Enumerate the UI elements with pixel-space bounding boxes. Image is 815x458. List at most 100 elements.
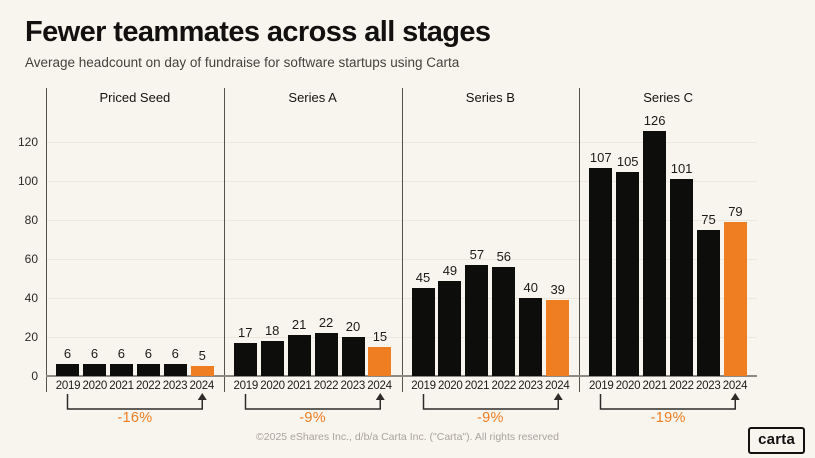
- bar-value-label: 101: [670, 161, 693, 177]
- decline-percent-label: -9%: [477, 410, 504, 426]
- year-label: 2023: [518, 380, 543, 392]
- panel-title: Priced Seed: [99, 90, 171, 105]
- bar: [56, 364, 79, 376]
- decline-percent-label: -19%: [650, 410, 686, 426]
- year-label: 2021: [109, 380, 134, 392]
- bar-slot: 6: [136, 346, 160, 376]
- year-label: 2022: [313, 380, 339, 392]
- bar-value-label: 56: [496, 249, 512, 265]
- bar: [616, 171, 640, 376]
- decline-percent-label: -16%: [117, 410, 153, 426]
- bar-slot: 6: [163, 346, 187, 376]
- bar-value-label: 20: [345, 319, 361, 335]
- bar-value-label: 6: [144, 346, 152, 362]
- bar-value-label: 15: [372, 328, 388, 344]
- decline-percent-label: -9%: [299, 410, 326, 426]
- carta-logo: carta: [748, 427, 805, 454]
- bar-slot: 17: [233, 325, 257, 376]
- panel-separator: [46, 88, 47, 392]
- chart-subtitle: Average headcount on day of fundraise fo…: [25, 55, 460, 70]
- year-label: 2020: [438, 380, 463, 392]
- panel-separator: [579, 88, 581, 392]
- year-label: 2024: [189, 380, 215, 392]
- year-label: 2019: [589, 380, 614, 392]
- bar: [723, 222, 747, 376]
- bar-slot: 18: [260, 323, 284, 376]
- year-label: 2019: [411, 380, 436, 392]
- bar-slot: 79: [723, 204, 747, 376]
- decline-bracket-arrow-icon: [600, 393, 740, 410]
- bar-value-label: 6: [90, 346, 99, 362]
- bar-value-label: 6: [117, 346, 125, 362]
- year-label: 2023: [696, 380, 721, 392]
- bar-slot: 5: [190, 348, 214, 376]
- y-axis-tick-label: 0: [31, 369, 38, 383]
- bar: [260, 340, 284, 376]
- panel-title: Series B: [465, 90, 515, 105]
- bar: [233, 342, 257, 376]
- bar-slot: 6: [82, 346, 106, 376]
- y-axis-tick-label: 100: [17, 174, 38, 189]
- year-label: 2022: [669, 380, 694, 392]
- bar-value-label: 5: [198, 348, 206, 364]
- bar-value-label: 39: [550, 282, 565, 298]
- decline-bracket-arrow-icon: [66, 393, 207, 410]
- bar-value-label: 57: [469, 247, 485, 263]
- bar: [697, 230, 720, 376]
- year-label: 2024: [722, 380, 748, 392]
- panel-year-labels: 2019 2020 2021 2022 2023 2024: [46, 380, 224, 392]
- bar-value-label: 107: [589, 149, 612, 165]
- bar-value-label: 6: [171, 346, 179, 362]
- bar-slot: 75: [697, 212, 720, 376]
- panel-title: Series C: [643, 90, 694, 105]
- bar-value-label: 6: [63, 346, 72, 362]
- bar-value-label: 22: [318, 315, 334, 331]
- year-label: 2020: [82, 380, 108, 392]
- bar-slot: 49: [438, 263, 462, 376]
- bar-slot: 45: [411, 270, 435, 376]
- year-label: 2020: [260, 380, 285, 392]
- bar-value-label: 45: [415, 270, 431, 286]
- bar-slot: 101: [670, 161, 694, 376]
- year-label: 2024: [545, 380, 570, 392]
- y-axis-tick-label: 80: [24, 213, 38, 228]
- panel-year-labels: 2019 2020 2021 2022 2023 2024: [224, 380, 402, 392]
- y-axis-tick-label: 40: [24, 291, 38, 306]
- year-label: 2024: [367, 380, 392, 392]
- bar-value-label: 126: [643, 112, 666, 128]
- bar-value-label: 105: [616, 153, 639, 169]
- bar-slot: 6: [56, 346, 79, 376]
- panel-title: Series A: [288, 90, 337, 105]
- bar-slot: 126: [643, 113, 667, 376]
- decline-bracket-arrow-icon: [244, 393, 385, 410]
- bar-slot: 40: [519, 280, 543, 376]
- bar-slot: 21: [287, 317, 311, 376]
- panel-bars: 107 105 126 101 75 79: [579, 88, 757, 376]
- year-label: 2023: [162, 380, 188, 392]
- bar-slot: 57: [465, 247, 489, 376]
- panel-year-labels: 2019 2020 2021 2022 2023 2024: [579, 380, 757, 392]
- year-label: 2021: [464, 380, 490, 392]
- panel-separator: [401, 88, 403, 392]
- bar: [314, 333, 338, 376]
- bar: [411, 288, 435, 376]
- year-label: 2022: [491, 380, 517, 392]
- year-label: 2019: [55, 380, 81, 392]
- panel-bars: 6 6 6 6 6 5: [46, 88, 224, 376]
- bar: [465, 265, 489, 376]
- bar-value-label: 17: [238, 324, 253, 340]
- bar: [368, 346, 392, 376]
- bar-value-label: 75: [701, 212, 716, 228]
- bar: [190, 366, 214, 376]
- y-axis-tick-label: 120: [17, 135, 38, 150]
- year-label: 2023: [340, 380, 366, 392]
- decline-bracket-arrow-icon: [422, 393, 563, 410]
- bar: [519, 298, 543, 376]
- year-label: 2019: [233, 380, 259, 392]
- bar-value-label: 18: [264, 322, 280, 338]
- bar-value-label: 21: [291, 317, 307, 333]
- bar: [82, 364, 106, 376]
- panel-year-labels: 2019 2020 2021 2022 2023 2024: [402, 380, 580, 392]
- panel-bars: 17 18 21 22 20 15: [224, 88, 402, 376]
